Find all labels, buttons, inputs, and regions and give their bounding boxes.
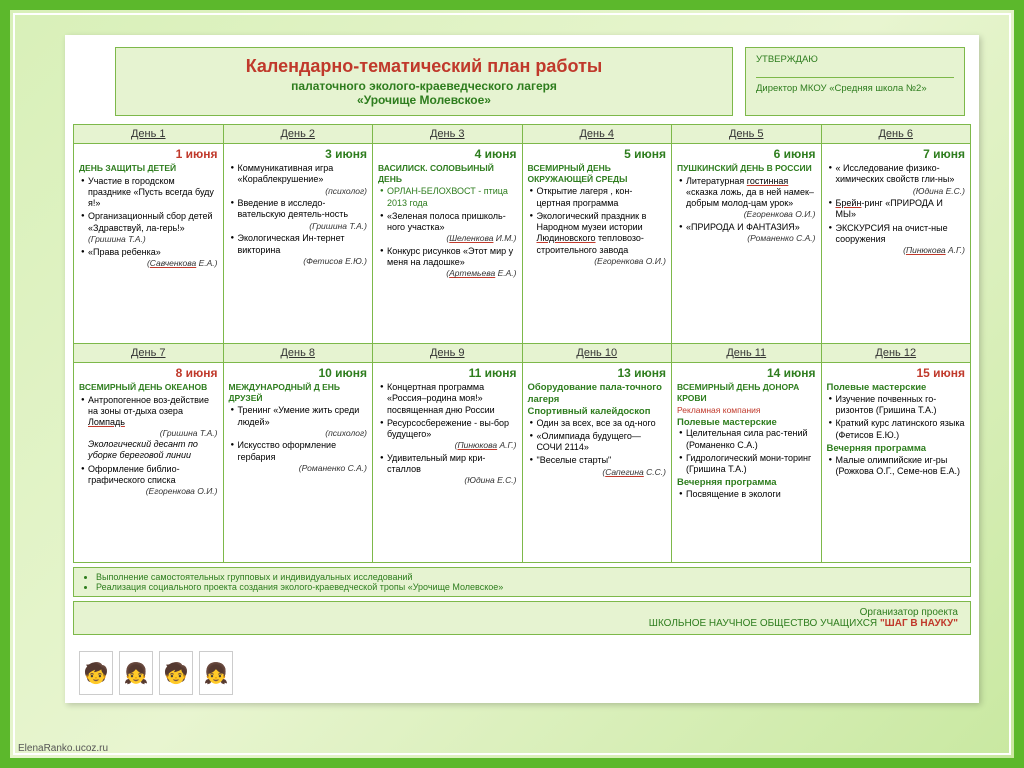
kid-icon: 🧒 <box>79 651 113 695</box>
approve-heading: УТВЕРЖДАЮ <box>756 54 954 65</box>
main-title: Календарно-тематический план работы <box>126 56 722 77</box>
day-cell: 8 июняВСЕМИРНЫЙ ДЕНЬ ОКЕАНОВАнтропогенно… <box>74 363 224 563</box>
day-header: День 5 <box>672 125 822 144</box>
title-block: Календарно-тематический план работы пала… <box>115 47 733 116</box>
kids-illustrations: 🧒 👧 🧒 👧 <box>79 651 233 695</box>
credit-text: ElenaRanko.ucoz.ru <box>18 743 108 754</box>
day-cell: 10 июняМЕЖДУНАРОДНЫЙ Д ЕНЬ ДРУЗЕЙТренинг… <box>223 363 373 563</box>
signature-line <box>756 68 954 78</box>
approve-role: Директор МКОУ «Средняя школа №2» <box>756 83 954 94</box>
approval-block: УТВЕРЖДАЮ Директор МКОУ «Средняя школа №… <box>745 47 965 116</box>
day-cell: 4 июняВАСИЛИСК. СОЛОВЬИНЫЙ ДЕНЬОРЛАН-БЕЛ… <box>373 144 523 344</box>
day-header: День 9 <box>373 344 523 363</box>
footer-l1: Организатор проекта <box>86 607 958 618</box>
calendar-table: День 1День 2День 3День 4День 5День 6 1 и… <box>73 124 971 563</box>
day-header: День 11 <box>672 344 822 363</box>
footer-block: Организатор проекта ШКОЛЬНОЕ НАУЧНОЕ ОБЩ… <box>73 601 971 635</box>
day-header: День 10 <box>522 344 672 363</box>
day-header: День 12 <box>821 344 971 363</box>
bottom-notes: Выполнение самостоятельных групповых и и… <box>73 567 971 597</box>
day-header: День 6 <box>821 125 971 144</box>
footer-l3: "ШАГ В НАУКУ" <box>880 618 958 629</box>
note-item: Реализация социального проекта создания … <box>96 582 960 592</box>
day-cell: 7 июня« Исследование физико-химических с… <box>821 144 971 344</box>
day-header: День 7 <box>74 344 224 363</box>
day-cell: 6 июняПУШКИНСКИЙ ДЕНЬ В РОССИИЛитературн… <box>672 144 822 344</box>
day-cell: 15 июняПолевые мастерскиеИзучение почвен… <box>821 363 971 563</box>
kid-icon: 👧 <box>119 651 153 695</box>
day-header: День 3 <box>373 125 523 144</box>
footer-l2: ШКОЛЬНОЕ НАУЧНОЕ ОБЩЕСТВО УЧАЩИХСЯ <box>649 618 877 629</box>
note-item: Выполнение самостоятельных групповых и и… <box>96 572 960 582</box>
day-header: День 2 <box>223 125 373 144</box>
day-cell: 3 июняКоммуникативная игра «Кораблекруше… <box>223 144 373 344</box>
camp-name: «Урочище Молевское» <box>126 93 722 107</box>
day-header: День 1 <box>74 125 224 144</box>
kid-icon: 🧒 <box>159 651 193 695</box>
day-cell: 5 июняВСЕМИРНЫЙ ДЕНЬ ОКРУЖАЮЩЕЙ СРЕДЫОтк… <box>522 144 672 344</box>
subtitle: палаточного эколого-краеведческого лагер… <box>126 79 722 93</box>
day-cell: 11 июняКонцертная программа «Россия–роди… <box>373 363 523 563</box>
day-cell: 14 июняВСЕМИРНЫЙ ДЕНЬ ДОНОРА КРОВИРеклам… <box>672 363 822 563</box>
day-cell: 13 июняОборудование пала-точного лагеряС… <box>522 363 672 563</box>
day-header: День 4 <box>522 125 672 144</box>
kid-icon: 👧 <box>199 651 233 695</box>
day-cell: 1 июняДЕНЬ ЗАЩИТЫ ДЕТЕЙУчастие в городск… <box>74 144 224 344</box>
document-sheet: Календарно-тематический план работы пала… <box>65 35 979 703</box>
day-header: День 8 <box>223 344 373 363</box>
